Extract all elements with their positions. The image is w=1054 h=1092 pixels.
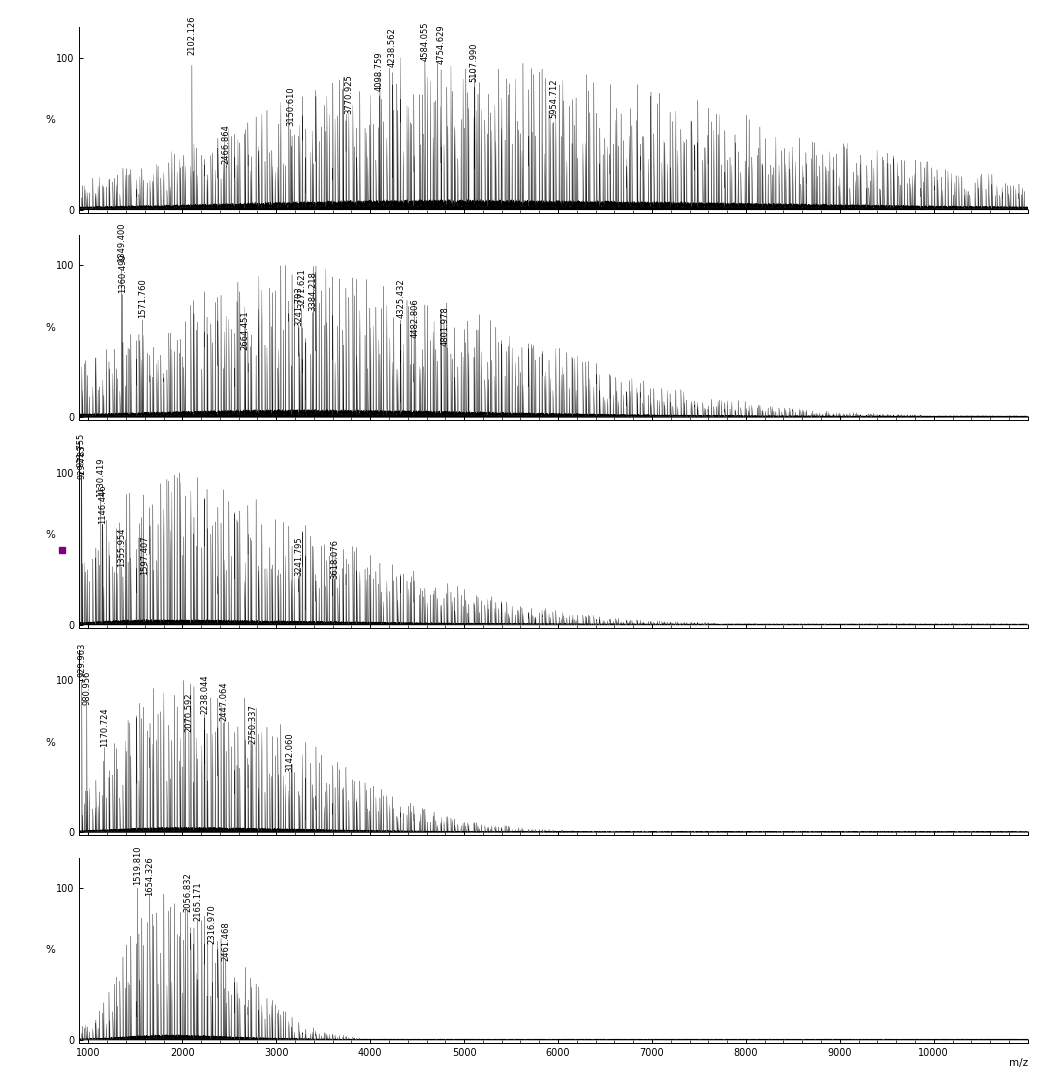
Text: 3241.795: 3241.795 [294, 536, 304, 577]
Text: 5954.712: 5954.712 [549, 79, 559, 118]
Text: 4801.978: 4801.978 [441, 306, 450, 346]
Text: 1146.446: 1146.446 [98, 485, 106, 524]
Text: 4325.432: 4325.432 [396, 278, 406, 319]
Text: 2447.064: 2447.064 [220, 681, 229, 722]
Text: 1654.326: 1654.326 [145, 856, 154, 895]
Text: 2102.126: 2102.126 [188, 15, 196, 55]
Text: 2165.171: 2165.171 [193, 881, 202, 922]
Y-axis label: %: % [45, 737, 55, 748]
Text: 1170.724: 1170.724 [100, 708, 109, 747]
Text: 921.755: 921.755 [77, 432, 85, 466]
Text: 3142.060: 3142.060 [286, 732, 294, 772]
Text: 3241.703: 3241.703 [294, 286, 304, 327]
Text: 2316.970: 2316.970 [208, 904, 217, 945]
Text: 2664.451: 2664.451 [240, 311, 249, 351]
Text: 3150.610: 3150.610 [286, 86, 295, 126]
Text: 4584.055: 4584.055 [421, 21, 430, 61]
Text: 1355.954: 1355.954 [117, 527, 126, 567]
Text: 1519.810: 1519.810 [133, 845, 142, 885]
Text: 1360.499: 1360.499 [118, 253, 126, 293]
Text: 1571.760: 1571.760 [138, 278, 147, 319]
Y-axis label: %: % [45, 322, 55, 333]
Text: 3770.925: 3770.925 [345, 74, 353, 114]
Text: 4754.629: 4754.629 [436, 24, 446, 63]
Text: 4098.759: 4098.759 [375, 51, 384, 91]
Text: 2461.468: 2461.468 [221, 921, 230, 961]
Text: 1349.400: 1349.400 [117, 223, 125, 262]
Y-axis label: %: % [45, 946, 55, 956]
Text: 2070.592: 2070.592 [184, 692, 194, 732]
Text: 4482.806: 4482.806 [411, 298, 421, 339]
Text: 3384.218: 3384.218 [308, 271, 317, 311]
Text: 929.963: 929.963 [77, 643, 86, 677]
Text: 980.956: 980.956 [82, 670, 91, 704]
Text: 3618.076: 3618.076 [330, 539, 338, 579]
Text: 4238.562: 4238.562 [388, 27, 397, 67]
Text: 5107.990: 5107.990 [470, 43, 479, 82]
Text: 1597.407: 1597.407 [140, 535, 149, 574]
Y-axis label: %: % [45, 115, 55, 124]
Text: 2238.044: 2238.044 [200, 674, 210, 714]
Text: 2466.864: 2466.864 [221, 124, 231, 164]
Text: m/z: m/z [1009, 1058, 1028, 1068]
Text: 2056.832: 2056.832 [183, 873, 192, 912]
Text: 1130.419: 1130.419 [96, 458, 105, 497]
Text: 2750.337: 2750.337 [249, 704, 257, 744]
Y-axis label: %: % [45, 530, 55, 541]
Text: 929.783: 929.783 [77, 444, 86, 479]
Text: 3271.621: 3271.621 [297, 268, 307, 308]
